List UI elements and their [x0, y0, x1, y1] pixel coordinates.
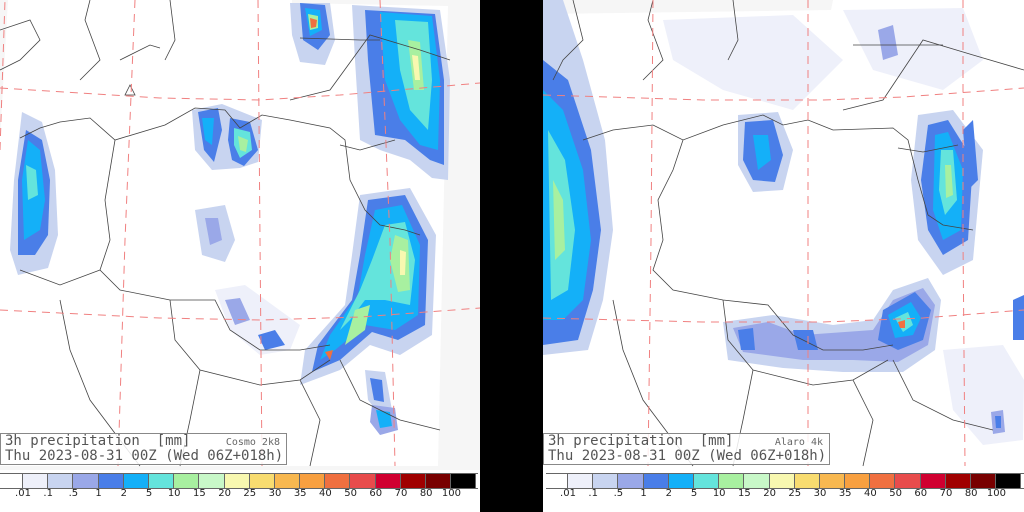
colorbar-swatch: [48, 474, 74, 488]
panel-separator: [480, 0, 543, 512]
colorbar-swatch: [643, 474, 669, 488]
colorbar-label: 70: [394, 488, 408, 499]
colorbar-swatch: [0, 474, 23, 488]
colorbar-swatch: [98, 474, 124, 488]
colorbar-label: .01: [560, 488, 576, 499]
colorbar-swatch: [546, 474, 568, 488]
colorbar-swatch: [920, 474, 946, 488]
colorbar-swatch: [845, 474, 871, 488]
colorbar-label: 20: [763, 488, 776, 499]
colorbar-swatch: [971, 474, 997, 488]
colorbar-label: .01: [15, 488, 31, 499]
colorbar-label: 30: [813, 488, 827, 499]
colorbar-label: 25: [243, 488, 257, 499]
colorbar-label: 5: [145, 488, 153, 499]
colorbar-label: 40: [319, 488, 332, 499]
info-box: 3h precipitation [mm] Thu 2023-08-31 00Z…: [543, 433, 830, 465]
colorbar-label: 40: [864, 488, 877, 499]
valid-time: Thu 2023-08-31 00Z: [5, 448, 157, 464]
colorbar-label: .1: [43, 488, 53, 499]
colorbar-label: 35: [293, 488, 307, 499]
grid-lines: [543, 0, 1024, 467]
colorbar-swatch: [148, 474, 175, 488]
run-info: (Wed 06Z+018h): [708, 448, 827, 464]
colorbar-swatch: [618, 474, 644, 488]
colorbar-label: 35: [838, 488, 852, 499]
colorbar-swatch: [819, 474, 846, 488]
colorbar-label: .5: [613, 488, 624, 499]
colorbar-label: .5: [68, 488, 79, 499]
colorbar-swatch: [400, 474, 426, 488]
colorbar-swatch: [123, 474, 149, 488]
colorbar-swatch: [451, 474, 477, 488]
colorbar-swatch: [693, 474, 720, 488]
colorbar-swatch: [870, 474, 896, 488]
colorbar-swatch: [769, 474, 795, 488]
field-title: 3h precipitation: [5, 433, 140, 449]
colorbar-swatch: [426, 474, 452, 488]
colorbar-label: 50: [344, 488, 357, 499]
colorbar-label: 15: [738, 488, 751, 499]
colorbar-swatch: [199, 474, 225, 488]
model-name: Cosmo 2k8: [225, 437, 280, 448]
colorbar-label: 2: [120, 488, 127, 499]
panel-alaro: 3h precipitation [mm] Thu 2023-08-31 00Z…: [543, 0, 1024, 512]
colorbar-label: 5: [690, 488, 698, 499]
colorbar-swatch: [174, 474, 200, 488]
colorbar-label: 80: [419, 488, 433, 499]
colorbar: [0, 473, 478, 489]
colorbar-label: 100: [441, 488, 461, 499]
model-name: Alaro 4k: [774, 437, 823, 448]
colorbar-swatch: [375, 474, 401, 488]
precip-map: [543, 0, 1024, 470]
colorbar-label: 1: [95, 488, 102, 499]
colorbar-label: 10: [712, 488, 726, 499]
colorbar-swatch: [249, 474, 275, 488]
colorbar-swatch: [300, 474, 326, 488]
colorbar-label: 80: [964, 488, 978, 499]
colorbar-swatch: [945, 474, 971, 488]
colorbar-swatch: [224, 474, 250, 488]
colorbar-swatch: [568, 474, 594, 488]
colorbar-swatch: [794, 474, 820, 488]
field-title: 3h precipitation: [548, 433, 683, 449]
colorbar-label: 20: [218, 488, 231, 499]
colorbar-swatch: [73, 474, 99, 488]
colorbar-swatch: [23, 474, 49, 488]
precip-areas: [10, 3, 450, 435]
colorbar-swatch: [274, 474, 301, 488]
panel-cosmo: 3h precipitation [mm] Thu 2023-08-31 00Z…: [0, 0, 480, 512]
precip-areas: [543, 0, 1024, 445]
units: [mm]: [699, 433, 734, 449]
colorbar-label: 2: [665, 488, 672, 499]
colorbar-label: 15: [193, 488, 206, 499]
colorbar-swatch: [996, 474, 1022, 488]
colorbar: [546, 473, 1024, 489]
colorbar-swatch: [719, 474, 745, 488]
colorbar-label: 100: [986, 488, 1006, 499]
colorbar-label: 60: [914, 488, 928, 499]
colorbar-label: 60: [369, 488, 383, 499]
colorbar-swatch: [668, 474, 694, 488]
units: [mm]: [156, 433, 191, 449]
colorbar-swatch: [895, 474, 921, 488]
colorbar-swatch: [350, 474, 376, 488]
colorbar-label: 50: [889, 488, 902, 499]
info-box: 3h precipitation [mm] Thu 2023-08-31 00Z…: [0, 433, 287, 465]
colorbar-label: 1: [640, 488, 647, 499]
colorbar-swatch: [744, 474, 770, 488]
colorbar-label: 70: [939, 488, 953, 499]
colorbar-label: 30: [268, 488, 282, 499]
colorbar-label: 25: [788, 488, 802, 499]
colorbar-label: .1: [588, 488, 598, 499]
grid-lines: [0, 0, 480, 467]
colorbar-swatch: [593, 474, 619, 488]
colorbar-label: 10: [167, 488, 181, 499]
run-info: (Wed 06Z+018h): [165, 448, 284, 464]
precip-map: [0, 0, 480, 470]
colorbar-swatch: [325, 474, 351, 488]
valid-time: Thu 2023-08-31 00Z: [548, 448, 700, 464]
